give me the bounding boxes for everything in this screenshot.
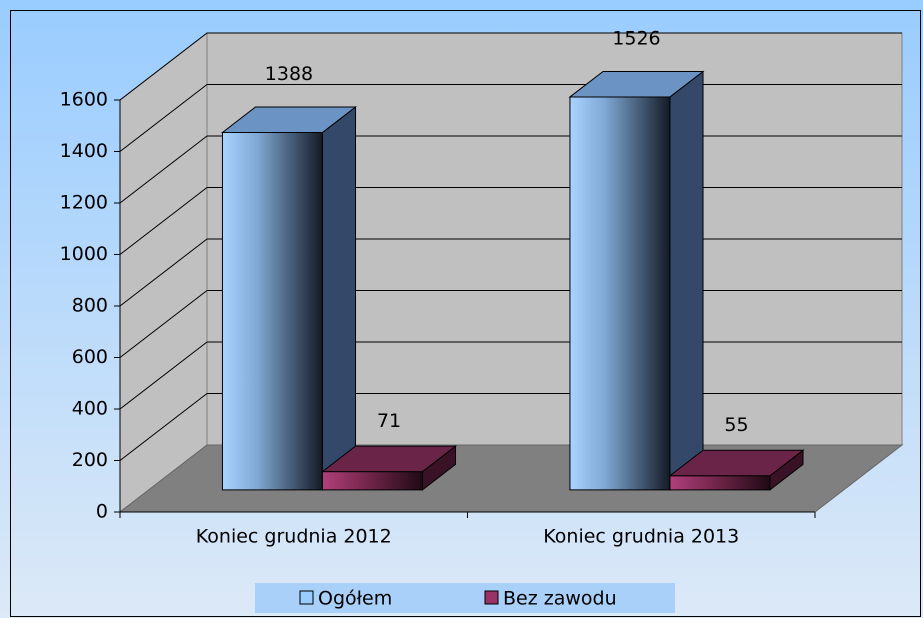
x-tick-label: Koniec grudnia 2013 <box>543 526 739 548</box>
grid-line <box>119 341 208 410</box>
grid-line <box>119 393 208 461</box>
y-tick-label: 1000 <box>60 243 108 265</box>
y-tick-label: 1400 <box>60 140 108 162</box>
bar <box>569 96 671 491</box>
grid-line <box>119 238 208 307</box>
bar-top <box>320 445 457 473</box>
x-tick-label: Koniec grudnia 2012 <box>196 526 392 548</box>
grid-line <box>119 84 208 152</box>
legend <box>255 583 675 613</box>
bar <box>221 131 323 491</box>
bar <box>321 471 423 491</box>
y-tick-label: 0 <box>96 501 108 523</box>
value-label: 1388 <box>265 63 313 85</box>
y-tick-label: 1600 <box>60 89 108 111</box>
grid-line <box>119 187 208 255</box>
legend-label: Ogółem <box>318 588 392 610</box>
chart-border <box>10 10 921 617</box>
value-label: 1526 <box>612 27 660 49</box>
bar-side <box>321 106 357 491</box>
bar <box>669 475 771 491</box>
y-tick-label: 1200 <box>60 192 108 214</box>
legend-swatch <box>299 590 314 605</box>
legend-swatch <box>484 590 499 605</box>
y-tick-label: 600 <box>72 346 108 368</box>
value-label: 71 <box>377 410 401 432</box>
value-label: 55 <box>724 414 748 436</box>
y-tick-label: 400 <box>72 398 108 420</box>
y-tick-label: 800 <box>72 295 108 317</box>
bar-top <box>668 449 805 477</box>
bar-top <box>568 70 705 98</box>
grid-line <box>119 290 208 358</box>
y-tick-label: 200 <box>72 449 108 471</box>
legend-label: Bez zawodu <box>503 588 617 610</box>
bar-top <box>220 106 357 133</box>
bar-side <box>669 70 704 491</box>
grid-line <box>119 135 208 204</box>
grid-line <box>119 32 208 101</box>
